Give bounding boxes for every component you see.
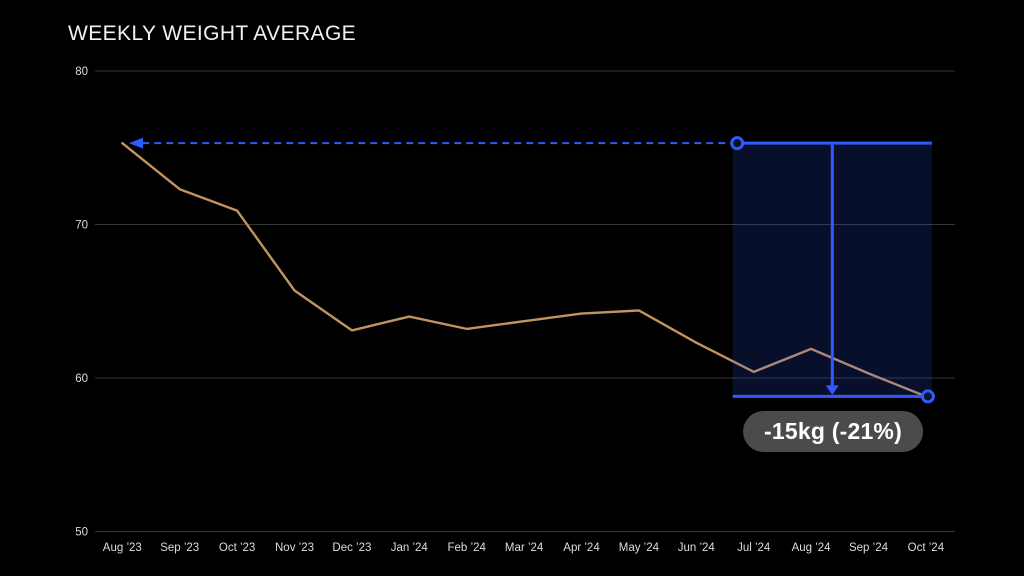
y-tick-label: 70 bbox=[75, 220, 88, 232]
x-tick-label: Nov ’23 bbox=[275, 542, 314, 554]
end-marker-circle bbox=[920, 389, 935, 404]
x-tick-label: May ’24 bbox=[619, 542, 660, 554]
x-tick-label: Mar ’24 bbox=[505, 542, 544, 554]
x-tick-label: Aug ’23 bbox=[103, 542, 142, 554]
x-tick-label: Sep ’23 bbox=[160, 542, 199, 554]
weight-series-line bbox=[121, 141, 928, 398]
y-tick-label: 80 bbox=[75, 66, 88, 78]
x-tick-label: Sep ’24 bbox=[849, 542, 889, 554]
x-tick-label: Apr ’24 bbox=[563, 542, 600, 554]
x-tick-label: Feb ’24 bbox=[448, 542, 487, 554]
x-tick-label: Oct ’24 bbox=[908, 542, 945, 554]
x-tick-label: Jan ’24 bbox=[391, 542, 429, 554]
x-tick-label: Aug ’24 bbox=[792, 542, 832, 554]
y-tick-label: 60 bbox=[75, 373, 88, 385]
x-tick-label: Jun ’24 bbox=[678, 542, 716, 554]
down-arrowhead-icon bbox=[825, 385, 839, 395]
chart-title: WEEKLY WEIGHT AVERAGE bbox=[68, 22, 357, 45]
change-badge-label: -15kg (-21%) bbox=[764, 418, 902, 444]
x-tick-label: Jul ’24 bbox=[737, 542, 771, 554]
x-tick-label: Dec ’23 bbox=[332, 542, 371, 554]
x-tick-label: Oct ’23 bbox=[219, 542, 255, 554]
y-tick-label: 50 bbox=[75, 527, 88, 539]
left-arrowhead-icon bbox=[129, 137, 143, 149]
start-marker-circle bbox=[730, 136, 745, 151]
change-badge: -15kg (-21%) bbox=[743, 411, 923, 452]
